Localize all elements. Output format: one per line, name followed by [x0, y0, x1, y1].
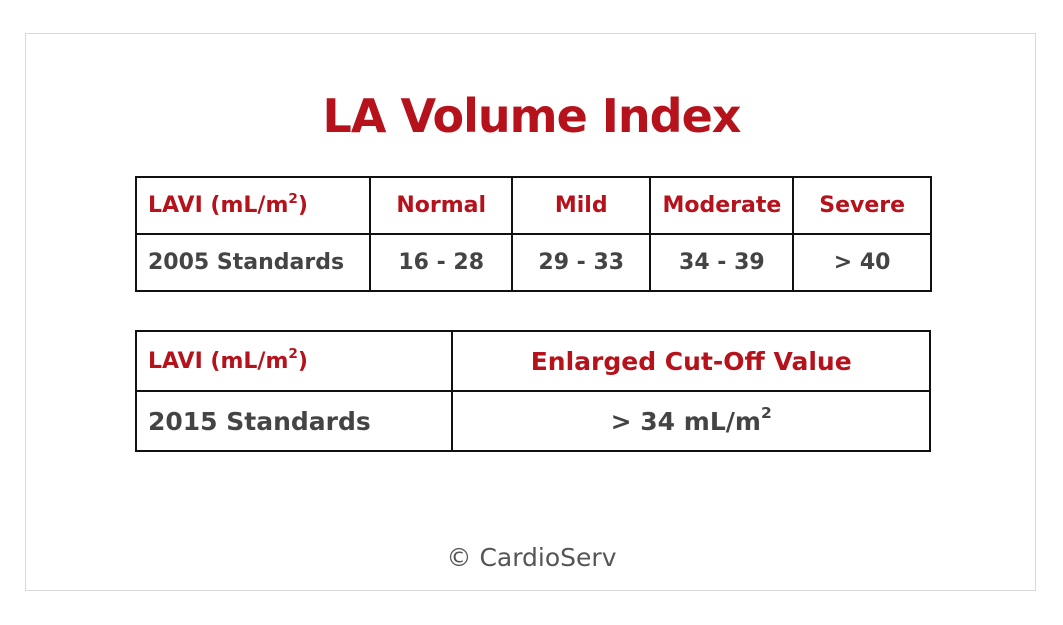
value-cutoff: > 34 mL/m2: [451, 390, 931, 452]
table-header-row: LAVI (mL/m2) Normal Mild Moderate Severe: [134, 176, 932, 235]
table-header-row: LAVI (mL/m2) Enlarged Cut-Off Value: [134, 330, 931, 392]
value-moderate: 34 - 39: [649, 233, 795, 292]
copyright-notice: © CardioServ: [446, 543, 617, 572]
row-label-2015: 2015 Standards: [134, 390, 454, 452]
row-label-2005: 2005 Standards: [134, 233, 372, 292]
header-mild: Mild: [511, 176, 652, 235]
content-card: [25, 33, 1036, 591]
table-2015-standards: LAVI (mL/m2) Enlarged Cut-Off Value 2015…: [134, 330, 931, 452]
value-normal: 16 - 28: [369, 233, 514, 292]
header-enlarged-cutoff: Enlarged Cut-Off Value: [451, 330, 931, 392]
value-mild: 29 - 33: [511, 233, 652, 292]
table-2005-standards: LAVI (mL/m2) Normal Mild Moderate Severe…: [134, 176, 932, 292]
header-severe: Severe: [792, 176, 932, 235]
header-lavi-label: LAVI (mL/m2): [134, 176, 372, 235]
table-row: 2015 Standards > 34 mL/m2: [134, 390, 931, 452]
value-severe: > 40: [792, 233, 932, 292]
header-lavi-label: LAVI (mL/m2): [134, 330, 454, 392]
table-row: 2005 Standards 16 - 28 29 - 33 34 - 39 >…: [134, 233, 932, 292]
header-normal: Normal: [369, 176, 514, 235]
header-moderate: Moderate: [649, 176, 795, 235]
page-title: LA Volume Index: [322, 89, 742, 143]
